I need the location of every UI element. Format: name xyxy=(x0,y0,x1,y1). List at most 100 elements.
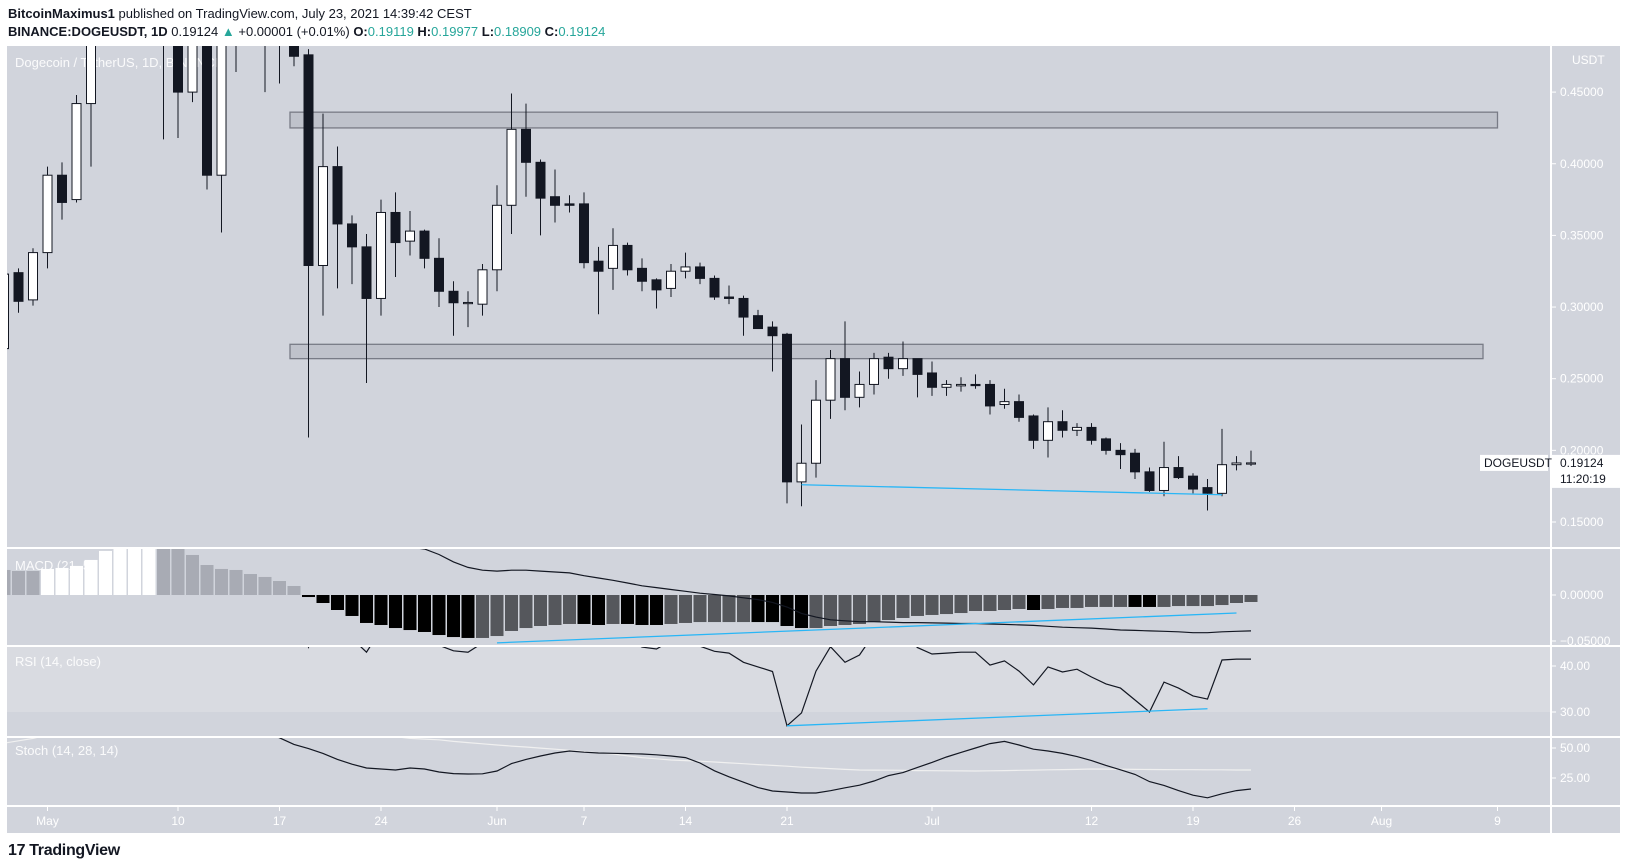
candle-body-down xyxy=(738,297,749,318)
macd-trendline[interactable] xyxy=(496,612,1237,644)
macd-histogram-bar xyxy=(592,595,605,625)
candle-body-down xyxy=(202,46,212,176)
candle xyxy=(101,0,110,20)
candle xyxy=(1086,423,1097,445)
macd-histogram-bar xyxy=(925,595,939,615)
candle-body-down xyxy=(767,326,778,337)
candle-body-down xyxy=(840,358,850,398)
candle xyxy=(709,275,720,300)
macd-histogram-bar xyxy=(229,569,243,595)
macd-histogram-bar xyxy=(403,595,417,631)
candle-body-down xyxy=(622,244,633,271)
publish-text: published on TradingView.com, July 23, 2… xyxy=(118,6,472,21)
candle xyxy=(1072,423,1082,437)
candle xyxy=(13,268,24,313)
last-price-marker: DOGEUSDT 0.19124 11:20:19 xyxy=(1480,454,1620,488)
main-legend[interactable]: Dogecoin / TetherUS, 1D, BINANCE xyxy=(15,55,224,70)
candle xyxy=(332,146,343,289)
candle xyxy=(7,273,9,350)
candle-body-down xyxy=(782,333,792,483)
candle-body-down xyxy=(448,290,459,304)
candle xyxy=(738,295,749,336)
candle xyxy=(898,341,908,376)
candle-body-up xyxy=(477,269,488,305)
macd-histogram-bar xyxy=(84,559,98,595)
macd-histogram-bar xyxy=(1056,595,1069,608)
candle xyxy=(956,377,966,392)
candle xyxy=(999,388,1010,409)
candle-body-down xyxy=(13,272,24,302)
candle-body-up xyxy=(492,204,502,271)
candle xyxy=(1014,394,1024,422)
macd-histogram-bar xyxy=(302,595,315,598)
rsi-axis-tick-label: 40.00 xyxy=(1560,659,1590,673)
candle-body-up xyxy=(463,301,473,305)
candle xyxy=(1130,448,1140,480)
candle-body-up xyxy=(1043,421,1053,441)
macd-histogram-bar xyxy=(215,568,228,595)
candle xyxy=(1188,473,1198,494)
candle xyxy=(448,281,459,336)
candle xyxy=(970,374,981,389)
candle xyxy=(825,350,836,419)
macd-histogram-bar xyxy=(128,549,141,595)
candle-body-up xyxy=(666,270,676,289)
candle xyxy=(187,46,198,103)
zone-rectangle[interactable] xyxy=(289,343,1484,360)
macd-histogram-bar xyxy=(113,549,127,595)
author-name[interactable]: BitcoinMaximus1 xyxy=(8,6,115,21)
candle-body-up xyxy=(1159,467,1169,491)
low-label: L: xyxy=(481,24,495,39)
close-label: C: xyxy=(544,24,559,39)
candle xyxy=(593,246,604,315)
stoch-legend[interactable]: Stoch (14, 28, 14) xyxy=(15,743,118,758)
macd-histogram-bar xyxy=(621,595,634,624)
axes[interactable]: 0.45000 0.40000 0.35000 0.30000 0.25000 0.200… xyxy=(36,85,1611,828)
time-axis-label: 24 xyxy=(374,814,388,828)
candle xyxy=(1057,410,1068,438)
tradingview-logo[interactable]: 17 TradingView xyxy=(8,842,120,860)
candle-body-up xyxy=(318,166,328,266)
macd-histogram-bar xyxy=(1099,595,1113,607)
stoch-k-line xyxy=(278,738,1252,799)
candle xyxy=(42,166,53,269)
macd-histogram-bar xyxy=(853,595,866,624)
macd-histogram-bar xyxy=(664,595,678,624)
candle-body-down xyxy=(724,296,734,299)
candle-body-down xyxy=(1173,467,1184,479)
price-change: +0.00001 (+0.01%) xyxy=(238,24,350,39)
candle-body-down xyxy=(985,383,995,407)
price-axis-tick-label: 0.45000 xyxy=(1560,85,1604,99)
candle-body-down xyxy=(1028,415,1039,441)
macd-histogram-bar xyxy=(1128,595,1142,607)
candle-body-up xyxy=(7,273,9,350)
symbol-name: BINANCE:DOGEUSDT, 1D xyxy=(8,24,168,39)
macd-histogram-bar xyxy=(795,595,808,629)
macd-histogram-bar xyxy=(99,550,112,595)
macd-histogram-bar xyxy=(374,595,388,625)
candle xyxy=(724,285,734,305)
candle-body-down xyxy=(695,266,705,279)
macd-histogram-bar xyxy=(273,581,286,595)
macd-histogram-bar xyxy=(55,567,69,595)
candle xyxy=(1173,456,1184,480)
macd-histogram-bar xyxy=(708,595,721,623)
price-support-trendline[interactable] xyxy=(801,484,1223,496)
zones xyxy=(289,111,1499,360)
candle-body-down xyxy=(1101,438,1111,451)
candle xyxy=(1101,437,1111,455)
macd-histogram-bar xyxy=(157,549,170,595)
time-axis-label: 19 xyxy=(1186,814,1200,828)
macd-histogram-bar xyxy=(1085,595,1098,607)
macd-histogram-bar xyxy=(534,595,547,627)
zone-rectangle[interactable] xyxy=(289,111,1499,129)
candle xyxy=(1028,414,1039,449)
candle xyxy=(796,424,807,507)
macd-pane xyxy=(7,549,1258,644)
candle-body-down xyxy=(550,196,560,206)
rsi-legend[interactable]: RSI (14, close) xyxy=(15,654,101,669)
candle-body-down xyxy=(303,54,314,266)
rsi-trendline[interactable] xyxy=(786,708,1208,727)
candle xyxy=(405,211,415,256)
